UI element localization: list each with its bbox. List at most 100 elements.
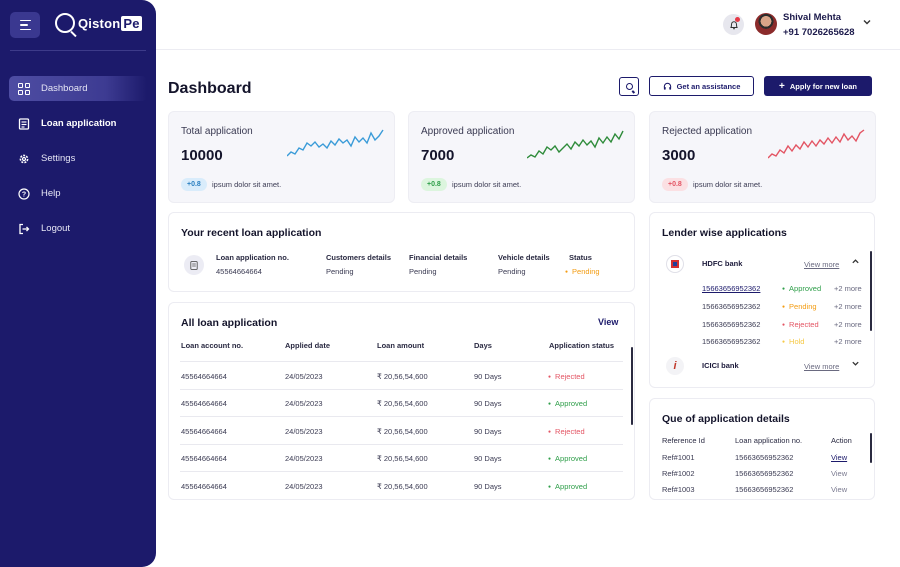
page-title: Dashboard <box>168 80 252 97</box>
sidebar: Qiston Pe Dashboard Loan application Sett… <box>0 0 156 567</box>
col-header: Customers details <box>326 253 392 262</box>
stat-value: 10000 <box>181 147 223 164</box>
lender-scrollbar[interactable] <box>870 251 872 331</box>
chevron-up-icon[interactable] <box>851 257 860 268</box>
bank-name: ICICI bank <box>702 361 739 370</box>
view-all-link[interactable]: View <box>598 317 619 327</box>
applied-date: 24/05/2023 <box>285 399 323 408</box>
status-badge: Rejected <box>782 320 819 329</box>
stat-label: Rejected application <box>662 126 753 137</box>
sidebar-item-help[interactable]: ? Help <box>9 181 147 206</box>
queue-scrollbar[interactable] <box>870 433 872 463</box>
reference-id: Ref#1001 <box>662 453 695 462</box>
more-count[interactable]: +2 more <box>834 284 862 293</box>
vehicle-details-status: Pending <box>498 267 526 276</box>
application-id[interactable]: 15663656952362 <box>702 302 761 311</box>
stat-value: 3000 <box>662 147 696 164</box>
avatar[interactable] <box>755 13 777 35</box>
chevron-down-icon[interactable] <box>851 359 860 370</box>
sidebar-item-label: Help <box>41 188 61 199</box>
sidebar-item-label: Dashboard <box>41 83 88 94</box>
sidebar-item-logout[interactable]: Logout <box>9 216 147 241</box>
notification-dot <box>735 17 740 22</box>
status-badge: Pending <box>565 267 600 276</box>
search-button[interactable] <box>619 77 639 96</box>
section-title: Your recent loan application <box>181 227 322 239</box>
loan-account-number: 45564664664 <box>181 482 227 491</box>
chevron-down-icon[interactable] <box>862 17 872 30</box>
applied-date: 24/05/2023 <box>285 427 323 436</box>
grid-icon <box>17 82 31 96</box>
bell-icon <box>729 20 738 29</box>
more-count[interactable]: +2 more <box>834 337 862 346</box>
sparkline-rejected <box>768 129 865 159</box>
view-action-link[interactable]: View <box>831 469 848 478</box>
reference-id: Ref#1002 <box>662 469 695 478</box>
get-assistance-button[interactable]: Get an assistance <box>649 76 754 96</box>
loan-application-number: 15663656952362 <box>735 469 794 478</box>
stat-badge: +0.8 <box>421 178 447 191</box>
hamburger-menu-button[interactable] <box>10 12 40 38</box>
svg-text:?: ? <box>22 191 26 198</box>
app-logo[interactable]: Qiston Pe <box>55 13 142 33</box>
stat-card-approved: Approved application 7000 +0.8 ipsum dol… <box>408 111 635 203</box>
application-id[interactable]: 15663656952362 <box>702 337 761 346</box>
notification-button[interactable] <box>723 14 744 35</box>
all-loan-card: All loan application View Loan account n… <box>168 302 635 500</box>
sidebar-item-loan-application[interactable]: Loan application <box>9 111 147 136</box>
menu-line <box>19 28 31 31</box>
row-divider <box>180 389 623 390</box>
headset-icon <box>663 82 671 90</box>
user-name: Shival Mehta <box>783 12 842 23</box>
col-header: Loan amount <box>377 341 425 350</box>
view-action-link[interactable]: View <box>831 453 848 462</box>
top-bar: Shival Mehta +91 7026265628 <box>156 0 900 50</box>
stat-desc: ipsum dolor sit amet. <box>212 180 282 189</box>
col-header: Reference Id <box>662 436 705 445</box>
more-count[interactable]: +2 more <box>834 320 862 329</box>
more-count[interactable]: +2 more <box>834 302 862 311</box>
customers-details-status: Pending <box>326 267 354 276</box>
status-badge: Approved <box>548 482 587 491</box>
days: 90 Days <box>474 399 502 408</box>
section-title: Lender wise applications <box>662 227 787 239</box>
stat-value: 7000 <box>421 147 455 164</box>
loan-account-number: 45564664664 <box>181 372 227 381</box>
view-action-link[interactable]: View <box>831 485 848 494</box>
reference-id: Ref#1003 <box>662 485 695 494</box>
document-icon <box>184 255 204 275</box>
apply-new-loan-button[interactable]: + Apply for new loan <box>764 76 872 96</box>
gear-icon <box>17 152 31 166</box>
view-more-link[interactable]: View more <box>804 362 840 371</box>
status-badge: Approved <box>548 399 587 408</box>
status-badge: Approved <box>548 454 587 463</box>
sidebar-item-dashboard[interactable]: Dashboard <box>9 76 147 101</box>
stat-card-total: Total application 10000 +0.8 ipsum dolor… <box>168 111 395 203</box>
application-id[interactable]: 15663656952362 <box>702 320 761 329</box>
loan-amount: ₹ 20,56,54,600 <box>377 482 428 491</box>
stat-badge: +0.8 <box>181 178 207 191</box>
col-header: Loan account no. <box>181 341 244 350</box>
view-more-link[interactable]: View more <box>804 260 840 269</box>
icici-logo-icon: i <box>666 357 684 375</box>
col-header: Loan application no. <box>735 436 803 445</box>
logo-mark-icon <box>55 13 75 33</box>
section-title: All loan application <box>181 317 278 329</box>
applied-date: 24/05/2023 <box>285 454 323 463</box>
hdfc-logo-icon <box>666 255 684 273</box>
sidebar-item-settings[interactable]: Settings <box>9 146 147 171</box>
sidebar-divider <box>10 50 146 51</box>
col-header: Loan application no. <box>216 253 289 262</box>
loan-amount: ₹ 20,56,54,600 <box>377 427 428 436</box>
table-scrollbar[interactable] <box>631 347 633 425</box>
applied-date: 24/05/2023 <box>285 482 323 491</box>
loan-amount: ₹ 20,56,54,600 <box>377 454 428 463</box>
sidebar-item-label: Logout <box>41 223 71 234</box>
col-header: Action <box>831 436 852 445</box>
application-id-link[interactable]: 15663656952362 <box>702 284 761 293</box>
status-badge: Rejected <box>548 372 585 381</box>
col-header: Days <box>474 341 492 350</box>
logout-icon <box>17 222 31 236</box>
status-badge: Pending <box>782 302 817 311</box>
col-header: Applied date <box>285 341 331 350</box>
